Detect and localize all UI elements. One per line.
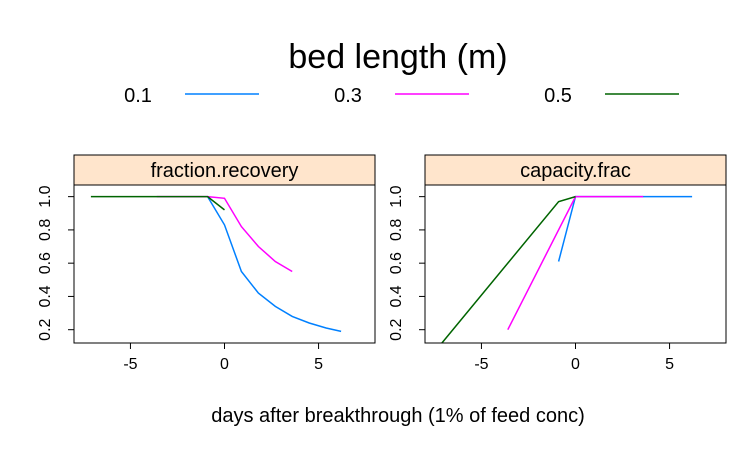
series-line-capacity.frac-0.1 xyxy=(557,195,693,262)
panel-fraction.recovery: fraction.recovery -5 0 5 0.2 0.4 0.6 0.8 1.0 xyxy=(37,154,376,373)
series-line-fraction.recovery-0.5 xyxy=(90,195,225,211)
x-tick-label: 0 xyxy=(220,356,229,373)
panels: fraction.recovery-5 0 50.20.40.60.81.0capa… xyxy=(37,154,727,373)
legend-label-0.1: 0.1 xyxy=(124,85,152,107)
y-tick-label: 0.6 xyxy=(388,252,405,274)
plot-frame-capacity.frac xyxy=(424,184,727,344)
y-tick-label: 0.8 xyxy=(388,219,405,241)
y-tick-label: 0.4 xyxy=(37,285,54,307)
strip-fraction.recovery xyxy=(73,154,376,186)
y-tick-label: 0.8 xyxy=(37,219,54,241)
series-line-fraction.recovery-0.1 xyxy=(206,196,342,333)
strip-label-fraction.recovery: fraction.recovery xyxy=(151,160,299,182)
y-tick-label: 1.0 xyxy=(37,185,54,207)
x-tick-label: 5 xyxy=(314,356,323,373)
panel-capacity.frac: capacity.frac -5 0 5 0.2 0.4 0.6 0.8 1.0 xyxy=(388,154,727,373)
y-tick-label: 0.6 xyxy=(37,252,54,274)
legend-label-0.5: 0.5 xyxy=(544,85,572,107)
strip-label-capacity.frac: capacity.frac xyxy=(520,160,631,182)
y-tick-label: 1.0 xyxy=(388,185,405,207)
strip-capacity.frac xyxy=(424,154,727,186)
series-line-capacity.frac-0.3 xyxy=(507,195,644,331)
legend-label-0.3: 0.3 xyxy=(334,85,362,107)
legend: 0.1 0.3 0.5 xyxy=(124,85,679,107)
series-line-fraction.recovery-0.3 xyxy=(156,195,293,273)
x-tick-label: 0 xyxy=(571,356,580,373)
plot-frame-fraction.recovery xyxy=(73,184,376,344)
y-tick-label: 0.2 xyxy=(37,318,54,340)
series-line-capacity.frac-0.5 xyxy=(441,195,576,344)
x-axis-label: days after breakthrough (1% of feed conc… xyxy=(211,405,585,427)
x-tick-label: 5 xyxy=(665,356,674,373)
x-tick-label: -5 xyxy=(123,356,137,373)
legend-title: bed length (m) xyxy=(288,38,507,76)
y-tick-label: 0.2 xyxy=(388,318,405,340)
y-tick-label: 0.4 xyxy=(388,285,405,307)
x-tick-label: -5 xyxy=(474,356,488,373)
